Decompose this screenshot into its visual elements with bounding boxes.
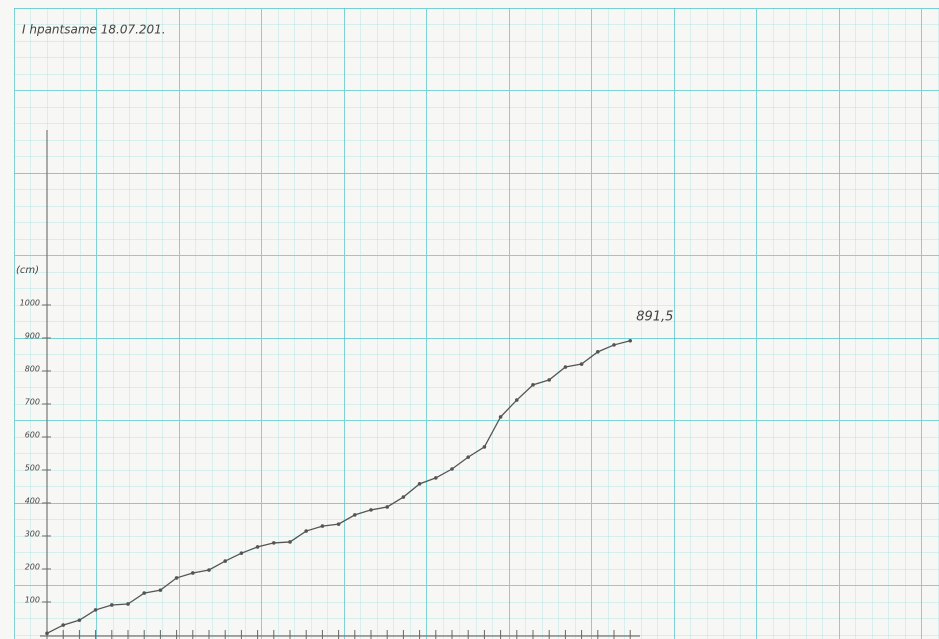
point [466, 455, 471, 459]
point [434, 476, 438, 480]
point [191, 571, 195, 575]
point [207, 568, 211, 572]
point [239, 551, 244, 555]
point [612, 343, 616, 347]
point [596, 350, 600, 354]
chart-title: I hpantsame 18.07.201. [22, 23, 166, 37]
point [272, 541, 276, 545]
point [563, 365, 568, 369]
point [336, 522, 341, 526]
y-tick-label: 1000 [20, 299, 40, 308]
point [450, 467, 454, 471]
point [482, 445, 487, 449]
y-tick-label: 100 [25, 596, 40, 605]
point [385, 505, 390, 509]
point [304, 529, 309, 533]
point [158, 588, 163, 592]
point [223, 559, 227, 563]
point [401, 495, 406, 499]
point [61, 623, 65, 627]
y-tick-label: 200 [25, 563, 40, 572]
y-tick-label: 600 [25, 431, 40, 440]
point [320, 524, 325, 528]
point [369, 508, 373, 512]
y-tick-label: 400 [25, 497, 40, 506]
point [174, 576, 179, 580]
point [547, 378, 551, 382]
point [255, 545, 260, 549]
y-tick-label: 800 [25, 365, 40, 374]
point [353, 513, 357, 517]
point [93, 608, 98, 612]
point [579, 362, 584, 366]
y-tick-label: 500 [25, 464, 40, 473]
point [77, 618, 82, 622]
point [628, 339, 632, 343]
point [110, 603, 114, 607]
point [126, 602, 130, 606]
data-label: 891,5 [636, 309, 673, 324]
y-tick-label: 700 [25, 398, 40, 407]
point [498, 415, 503, 419]
point [142, 591, 146, 595]
point [45, 631, 49, 636]
major-grid [14, 8, 939, 639]
y-tick-label: 900 [25, 332, 40, 341]
point [288, 540, 292, 544]
point [531, 383, 535, 387]
y-axis-label: (cm) [16, 265, 39, 276]
point [417, 482, 422, 486]
point [515, 398, 519, 402]
y-tick-label: 300 [25, 530, 40, 539]
